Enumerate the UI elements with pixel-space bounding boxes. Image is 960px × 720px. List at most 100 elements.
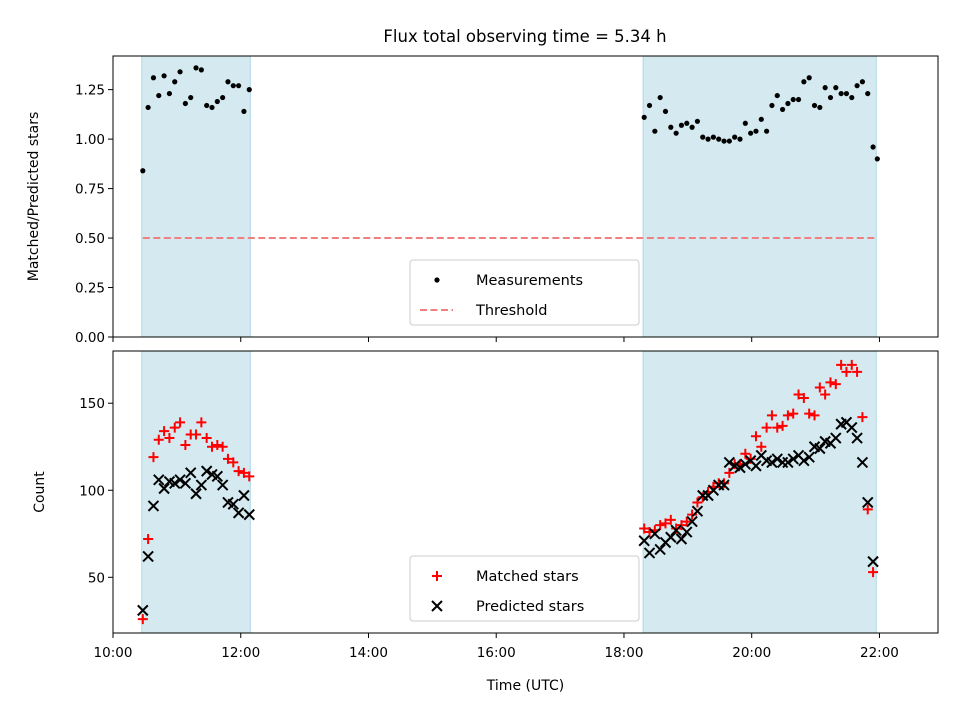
measurement-point [657,94,663,101]
predicted-stars-point [142,550,154,563]
predicted-stars-point [243,508,255,521]
matched-stars-point [862,504,873,515]
measurement-point [774,92,780,99]
matched-stars-point [777,420,788,431]
y-axis-label: Count [32,471,48,513]
measurement-point [779,106,786,113]
matched-stars-point [830,379,841,390]
matched-stars-point [809,410,820,421]
measurement-point [795,96,802,103]
predicted-stars-point [766,456,778,469]
y-tick-label: 1.25 [75,83,105,99]
measurement-point [646,102,653,109]
legend-measurements-swatch [434,277,440,283]
predicted-stars-point [686,515,698,528]
x-tick-label: 12:00 [221,645,260,661]
predicted-stars-point [185,467,197,479]
predicted-stars-point [211,470,224,483]
predicted-stars-point [862,496,874,509]
measurement-point [225,79,231,85]
measurement-point [705,136,711,142]
matched-stars-point [825,377,836,388]
measurement-point [204,102,210,109]
measurement-point [689,124,695,130]
predicted-stars-point [851,432,863,444]
x-tick-label: 10:00 [94,645,133,661]
measurement-point [806,75,812,81]
x-tick-label: 14:00 [349,645,388,661]
matched-stars-point [660,518,671,529]
predicted-stars-point [137,604,149,617]
measurement-point [156,92,162,99]
matched-stars-point [244,471,255,482]
matched-stars-point [846,359,857,370]
predicted-stars-point [216,479,229,491]
matched-stars-point [724,467,735,478]
shaded-interval [141,55,251,338]
matched-stars-point [238,467,249,478]
measurement-point [721,138,727,144]
measurement-point [668,124,674,130]
x-tick-label: 16:00 [477,645,516,661]
matched-stars-point [766,410,777,421]
matched-stars-point [820,389,831,400]
predicted-stars-point [232,507,245,519]
matched-stars-point [676,520,687,531]
measurement-point [246,87,252,93]
matched-stars-point [745,453,756,464]
measurement-point [811,102,818,109]
matched-stars-point [169,422,180,433]
predicted-stars-point [771,453,783,465]
matched-stars-point [836,359,847,370]
measurement-point [833,85,839,91]
y-tick-label: 50 [88,570,105,586]
measurement-point [801,79,807,85]
legend: Matched stars Predicted stars [409,555,640,622]
matched-stars-point [201,433,212,444]
x-tick-label: 20:00 [732,645,771,661]
measurement-point [785,100,791,107]
measurement-point [166,90,173,97]
legend-entry-label: Matched stars [476,569,579,585]
shaded-interval [642,55,877,338]
matched-stars-point [665,514,676,525]
predicted-stars-point [649,528,661,540]
matched-stars-point [740,448,751,459]
legend: Measurements Threshold [409,259,640,326]
y-tick-label: 1.00 [75,132,105,148]
legend-entry-label: Predicted stars [476,599,584,615]
x-tick-label: 22:00 [860,645,899,661]
matched-stars-point [143,534,154,544]
matched-stars-point [798,393,809,403]
measurement-point [694,118,701,124]
matched-stars-point [153,434,164,445]
measurement-point [748,130,754,136]
predicted-stars-point [846,421,858,434]
measurement-point [673,130,679,136]
measurement-point [161,73,167,79]
measurement-point [641,114,647,120]
measurement-point [140,168,146,174]
measurement-point [817,104,823,111]
matched-stars-point [233,466,244,477]
y-tick-label: 150 [79,396,105,412]
measurement-point [732,134,738,140]
measurement-point [737,136,743,142]
predicted-stars-point [643,547,656,559]
measurement-point [870,144,876,150]
matched-stars-point [191,429,202,440]
predicted-stars-point [782,456,794,469]
legend-predicted-swatch [431,600,443,612]
measurement-point [843,90,850,97]
top-panel-ratio: 0.00 0.25 0.50 0.75 1.00 1.25 Matched/Predicte… [26,55,939,346]
predicted-stars-point [169,477,181,490]
matched-stars-point [756,441,767,452]
axes-frame [112,55,939,338]
predicted-stars-point [174,474,186,486]
measurement-point [742,120,748,126]
legend-frame [409,555,640,622]
matched-stars-point [804,408,815,419]
shaded-interval [141,350,251,634]
measurement-point [822,85,828,91]
predicted-stars-point [665,531,677,543]
